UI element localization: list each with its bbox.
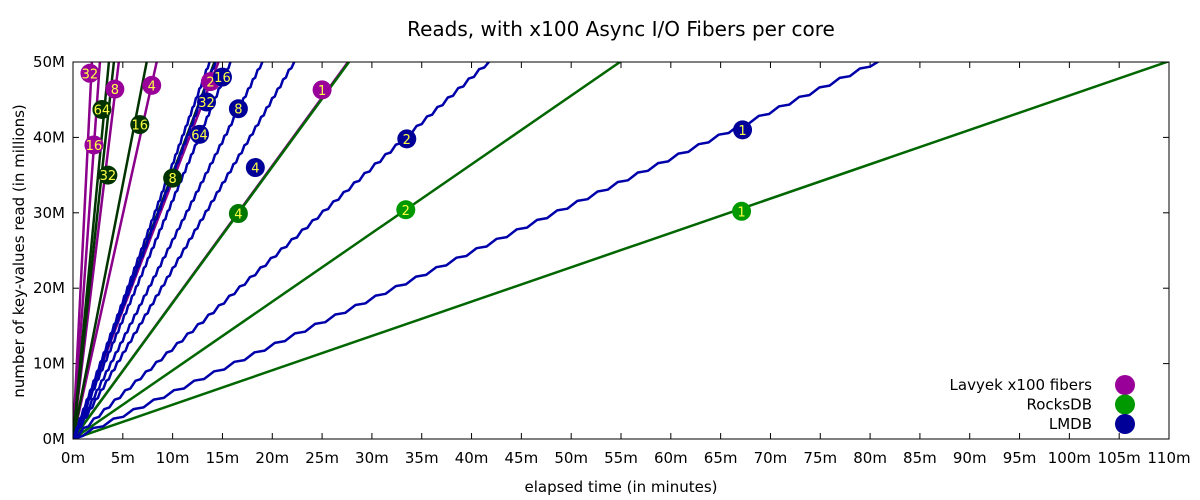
series-marker-label: 32 bbox=[82, 67, 99, 82]
series-marker-label: 4 bbox=[234, 208, 242, 223]
x-tick-label: 60m bbox=[654, 449, 688, 467]
series-marker-label: 64 bbox=[94, 104, 111, 119]
series-marker-label: 1 bbox=[738, 124, 746, 139]
x-tick-label: 30m bbox=[355, 449, 389, 467]
series-line-lmdb-8 bbox=[73, 62, 264, 439]
y-tick-label: 20M bbox=[33, 279, 65, 297]
series-line-lmdb-4 bbox=[73, 62, 296, 439]
series-marker-label: 2 bbox=[403, 133, 411, 148]
series-marker bbox=[190, 124, 210, 144]
x-tick-label: 100m bbox=[1048, 449, 1091, 467]
series-marker-label: 16 bbox=[86, 139, 103, 154]
axes: 0m 5m 10m 15m 20m 25m 30m 35m 40m 45m 50m 55m 60m 65m… bbox=[33, 53, 1191, 467]
series-marker bbox=[732, 201, 752, 221]
x-tick-label: 15m bbox=[206, 449, 240, 467]
x-tick-label: 45m bbox=[505, 449, 539, 467]
y-tick-label: 30M bbox=[33, 204, 65, 222]
series-marker-label: 1 bbox=[737, 205, 745, 220]
series-marker bbox=[228, 99, 248, 119]
series-marker bbox=[98, 165, 118, 185]
y-tick-label: 40M bbox=[33, 128, 65, 146]
series-marker-label: 8 bbox=[111, 83, 119, 98]
series-marker bbox=[163, 168, 183, 188]
x-tick-label: 110m bbox=[1147, 449, 1190, 467]
x-tick-label: 90m bbox=[953, 449, 987, 467]
series-marker bbox=[130, 115, 150, 135]
series-marker bbox=[733, 120, 753, 140]
series-marker-label: 32 bbox=[198, 96, 215, 111]
series-marker bbox=[228, 204, 248, 224]
series-marker bbox=[212, 67, 232, 87]
x-tick-label: 40m bbox=[455, 449, 489, 467]
legend-swatch bbox=[1115, 394, 1135, 415]
series-marker bbox=[92, 100, 112, 120]
series-lines bbox=[73, 62, 1169, 439]
y-tick-label: 0M bbox=[43, 430, 66, 448]
series-line-lmdb-64 bbox=[73, 62, 211, 439]
series-marker-label: 16 bbox=[131, 119, 148, 134]
x-tick-label: 105m bbox=[1098, 449, 1141, 467]
series-marker-label: 2 bbox=[206, 76, 214, 91]
legend-label: Lavyek x100 fibers bbox=[950, 376, 1093, 394]
chart-title: Reads, with x100 Async I/O Fibers per co… bbox=[407, 17, 835, 41]
legend-swatch bbox=[1115, 414, 1135, 434]
x-tick-label: 70m bbox=[754, 449, 788, 467]
series-markers: 1 2 4 8 16 32 1 2 4 8 16 32 64 1 2 4 8 16 32 64 bbox=[80, 63, 753, 224]
legend-label: RocksDB bbox=[1026, 396, 1092, 414]
x-tick-label: 50m bbox=[554, 449, 588, 467]
series-marker bbox=[197, 92, 217, 112]
series-marker bbox=[312, 80, 332, 100]
series-marker-label: 4 bbox=[251, 162, 259, 177]
x-tick-label: 25m bbox=[305, 449, 339, 467]
x-tick-label: 55m bbox=[604, 449, 638, 467]
series-line-lavyek-x100-fibers-32 bbox=[73, 62, 94, 439]
series-marker bbox=[84, 135, 104, 155]
y-tick-label: 10M bbox=[33, 355, 65, 373]
x-tick-label: 65m bbox=[704, 449, 738, 467]
x-tick-label: 5m bbox=[111, 449, 135, 467]
x-tick-label: 80m bbox=[853, 449, 887, 467]
series-line-rocksdb-2 bbox=[73, 62, 621, 439]
series-marker-label: 8 bbox=[234, 103, 242, 118]
series-line-lmdb-16 bbox=[73, 62, 232, 439]
series-line-lavyek-x100-fibers-16 bbox=[73, 62, 102, 439]
plot-frame bbox=[72, 61, 1170, 440]
series-marker-label: 4 bbox=[148, 79, 156, 94]
series-marker-label: 32 bbox=[100, 169, 117, 184]
series-marker-label: 1 bbox=[318, 84, 326, 99]
series-line-rocksdb-64 bbox=[73, 62, 111, 439]
series-marker bbox=[396, 200, 416, 220]
series-marker bbox=[142, 75, 162, 95]
legend-label: LMDB bbox=[1049, 415, 1092, 433]
x-tick-label: 0m bbox=[61, 449, 85, 467]
x-tick-label: 75m bbox=[803, 449, 837, 467]
y-tick-label: 50M bbox=[33, 53, 65, 71]
x-tick-label: 20m bbox=[255, 449, 289, 467]
series-marker bbox=[105, 79, 125, 99]
x-tick-label: 95m bbox=[1003, 449, 1037, 467]
y-axis-label: number of key-values read (in millions) bbox=[10, 104, 28, 398]
x-tick-label: 35m bbox=[405, 449, 439, 467]
series-marker bbox=[397, 129, 417, 149]
series-marker-label: 64 bbox=[191, 128, 208, 143]
x-tick-label: 85m bbox=[903, 449, 937, 467]
series-marker-label: 2 bbox=[402, 204, 410, 219]
x-axis-label: elapsed time (in minutes) bbox=[525, 478, 718, 496]
x-tick-label: 10m bbox=[156, 449, 190, 467]
series-line-rocksdb-4 bbox=[73, 62, 351, 439]
series-marker-label: 16 bbox=[214, 71, 231, 86]
series-marker-label: 8 bbox=[168, 172, 176, 187]
series-line-rocksdb-1 bbox=[73, 62, 1169, 439]
series-marker bbox=[245, 158, 265, 178]
legend-swatch bbox=[1115, 375, 1135, 395]
series-marker bbox=[80, 63, 100, 83]
series-line-lmdb-2 bbox=[73, 62, 491, 439]
